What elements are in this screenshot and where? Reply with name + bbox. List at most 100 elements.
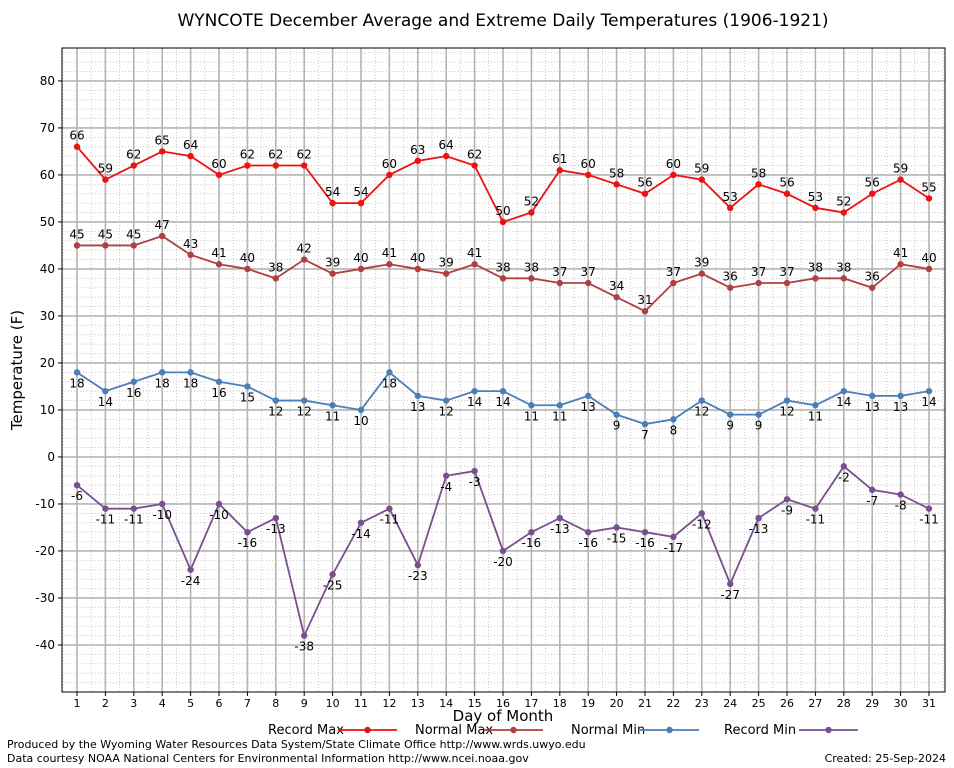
record-max-point — [386, 171, 393, 179]
normal-max-data-label: 45 — [98, 227, 113, 241]
record-max-point — [840, 209, 847, 216]
normal-max-point — [102, 242, 109, 249]
footer-produced-by: Produced by the Wyoming Water Resources … — [7, 738, 586, 751]
y-tick-label: -10 — [35, 497, 55, 511]
record-min-data-label: -11 — [124, 513, 144, 527]
record-min-point — [471, 467, 478, 475]
normal-min-point — [272, 397, 279, 404]
normal-min-data-label: 18 — [69, 376, 84, 390]
normal-max-data-label: 41 — [467, 246, 482, 260]
normal-min-point — [329, 402, 336, 409]
normal-min-point — [783, 397, 791, 404]
record-min-point — [670, 533, 677, 541]
normal-max-data-label: 41 — [382, 246, 397, 260]
record-min-data-label: -9 — [781, 503, 793, 517]
x-tick-label: 2 — [102, 697, 109, 710]
normal-max-data-label: 37 — [552, 265, 567, 279]
legend-label-record-min: Record Min — [724, 723, 796, 738]
normal-min-data-label: 16 — [126, 386, 141, 400]
normal-max-data-label: 40 — [410, 251, 425, 265]
y-tick-label: 0 — [47, 450, 55, 464]
legend-marker-record-min — [825, 726, 832, 734]
record-min-data-label: -11 — [380, 513, 400, 527]
legend-marker-normal-min — [666, 726, 673, 734]
record-min-point — [897, 491, 904, 498]
normal-min-data-label: 16 — [211, 386, 226, 400]
record-max-data-label: 60 — [211, 157, 226, 171]
legend-marker-normal-max — [510, 726, 517, 734]
normal-max-point — [755, 279, 762, 287]
y-tick-label: 80 — [40, 74, 55, 88]
x-tick-label: 1 — [74, 697, 81, 710]
record-max-point — [641, 190, 649, 197]
y-tick-label: 20 — [40, 356, 55, 370]
record-max-data-label: 53 — [808, 190, 823, 204]
record-max-point — [869, 190, 876, 197]
record-min-point — [727, 580, 734, 588]
record-min-data-label: -27 — [720, 588, 740, 602]
record-min-data-label: -10 — [152, 508, 172, 522]
record-min-point — [159, 500, 166, 508]
normal-min-point — [897, 392, 904, 400]
normal-min-point — [357, 406, 365, 414]
normal-min-data-label: 9 — [755, 419, 763, 433]
normal-max-data-label: 34 — [609, 279, 624, 293]
normal-min-point — [869, 392, 876, 400]
normal-min-point — [641, 420, 649, 428]
normal-max-data-label: 37 — [751, 265, 766, 279]
normal-max-data-label: 41 — [211, 246, 226, 260]
record-min-point — [329, 571, 336, 578]
normal-min-data-label: 15 — [240, 390, 255, 404]
record-min-data-label: -16 — [578, 536, 598, 550]
normal-max-data-label: 41 — [893, 246, 908, 260]
normal-max-point — [585, 279, 592, 287]
x-tick-label: 30 — [894, 697, 908, 710]
record-max-point — [783, 190, 791, 197]
record-min-point — [357, 519, 365, 526]
normal-max-point — [130, 242, 137, 249]
normal-min-point — [130, 378, 137, 385]
record-min-point — [499, 547, 507, 555]
normal-min-point — [755, 411, 762, 418]
chart-title: WYNCOTE December Average and Extreme Dai… — [177, 11, 828, 31]
x-tick-label: 10 — [326, 697, 340, 710]
normal-min-data-label: 9 — [726, 419, 734, 433]
y-tick-label: -30 — [35, 591, 55, 605]
record-min-point — [925, 505, 933, 512]
record-min-point — [73, 481, 81, 489]
normal-max-point — [670, 279, 677, 287]
normal-max-data-label: 37 — [779, 265, 794, 279]
normal-max-point — [301, 256, 308, 263]
normal-max-point — [641, 308, 649, 315]
record-min-data-label: -4 — [440, 480, 452, 494]
normal-min-point — [386, 369, 393, 376]
normal-min-point — [471, 387, 478, 395]
y-axis-label: Temperature (F) — [8, 310, 26, 431]
normal-min-point — [159, 369, 166, 376]
normal-max-data-label: 36 — [865, 270, 880, 284]
record-max-point — [102, 176, 109, 183]
x-tick-label: 18 — [553, 697, 567, 710]
normal-max-point — [414, 265, 421, 273]
record-max-data-label: 58 — [751, 166, 766, 180]
record-min-series: -6 -11 -11 -10 -24 -10 -16 -13 -38 -25 -14 -11 -23 -4… — [71, 463, 939, 654]
normal-min-point — [585, 392, 592, 400]
normal-max-data-label: 31 — [637, 293, 652, 307]
record-max-data-label: 56 — [779, 176, 794, 190]
record-min-point — [272, 514, 279, 522]
record-max-data-label: 59 — [694, 162, 709, 176]
record-min-point — [698, 510, 705, 517]
record-min-data-label: -17 — [664, 541, 684, 555]
normal-max-point — [925, 265, 933, 273]
record-max-data-label: 52 — [524, 195, 539, 209]
record-max-point — [414, 157, 421, 165]
normal-max-point — [215, 261, 223, 268]
normal-max-data-label: 39 — [439, 256, 454, 270]
footer-created: Created: 25-Sep-2024 — [824, 752, 946, 765]
record-min-point — [414, 561, 421, 569]
record-min-point — [443, 472, 450, 479]
record-max-data-label: 54 — [353, 185, 368, 199]
normal-min-data-label: 13 — [893, 400, 908, 414]
record-min-point — [812, 505, 819, 512]
normal-max-data-label: 37 — [666, 265, 681, 279]
